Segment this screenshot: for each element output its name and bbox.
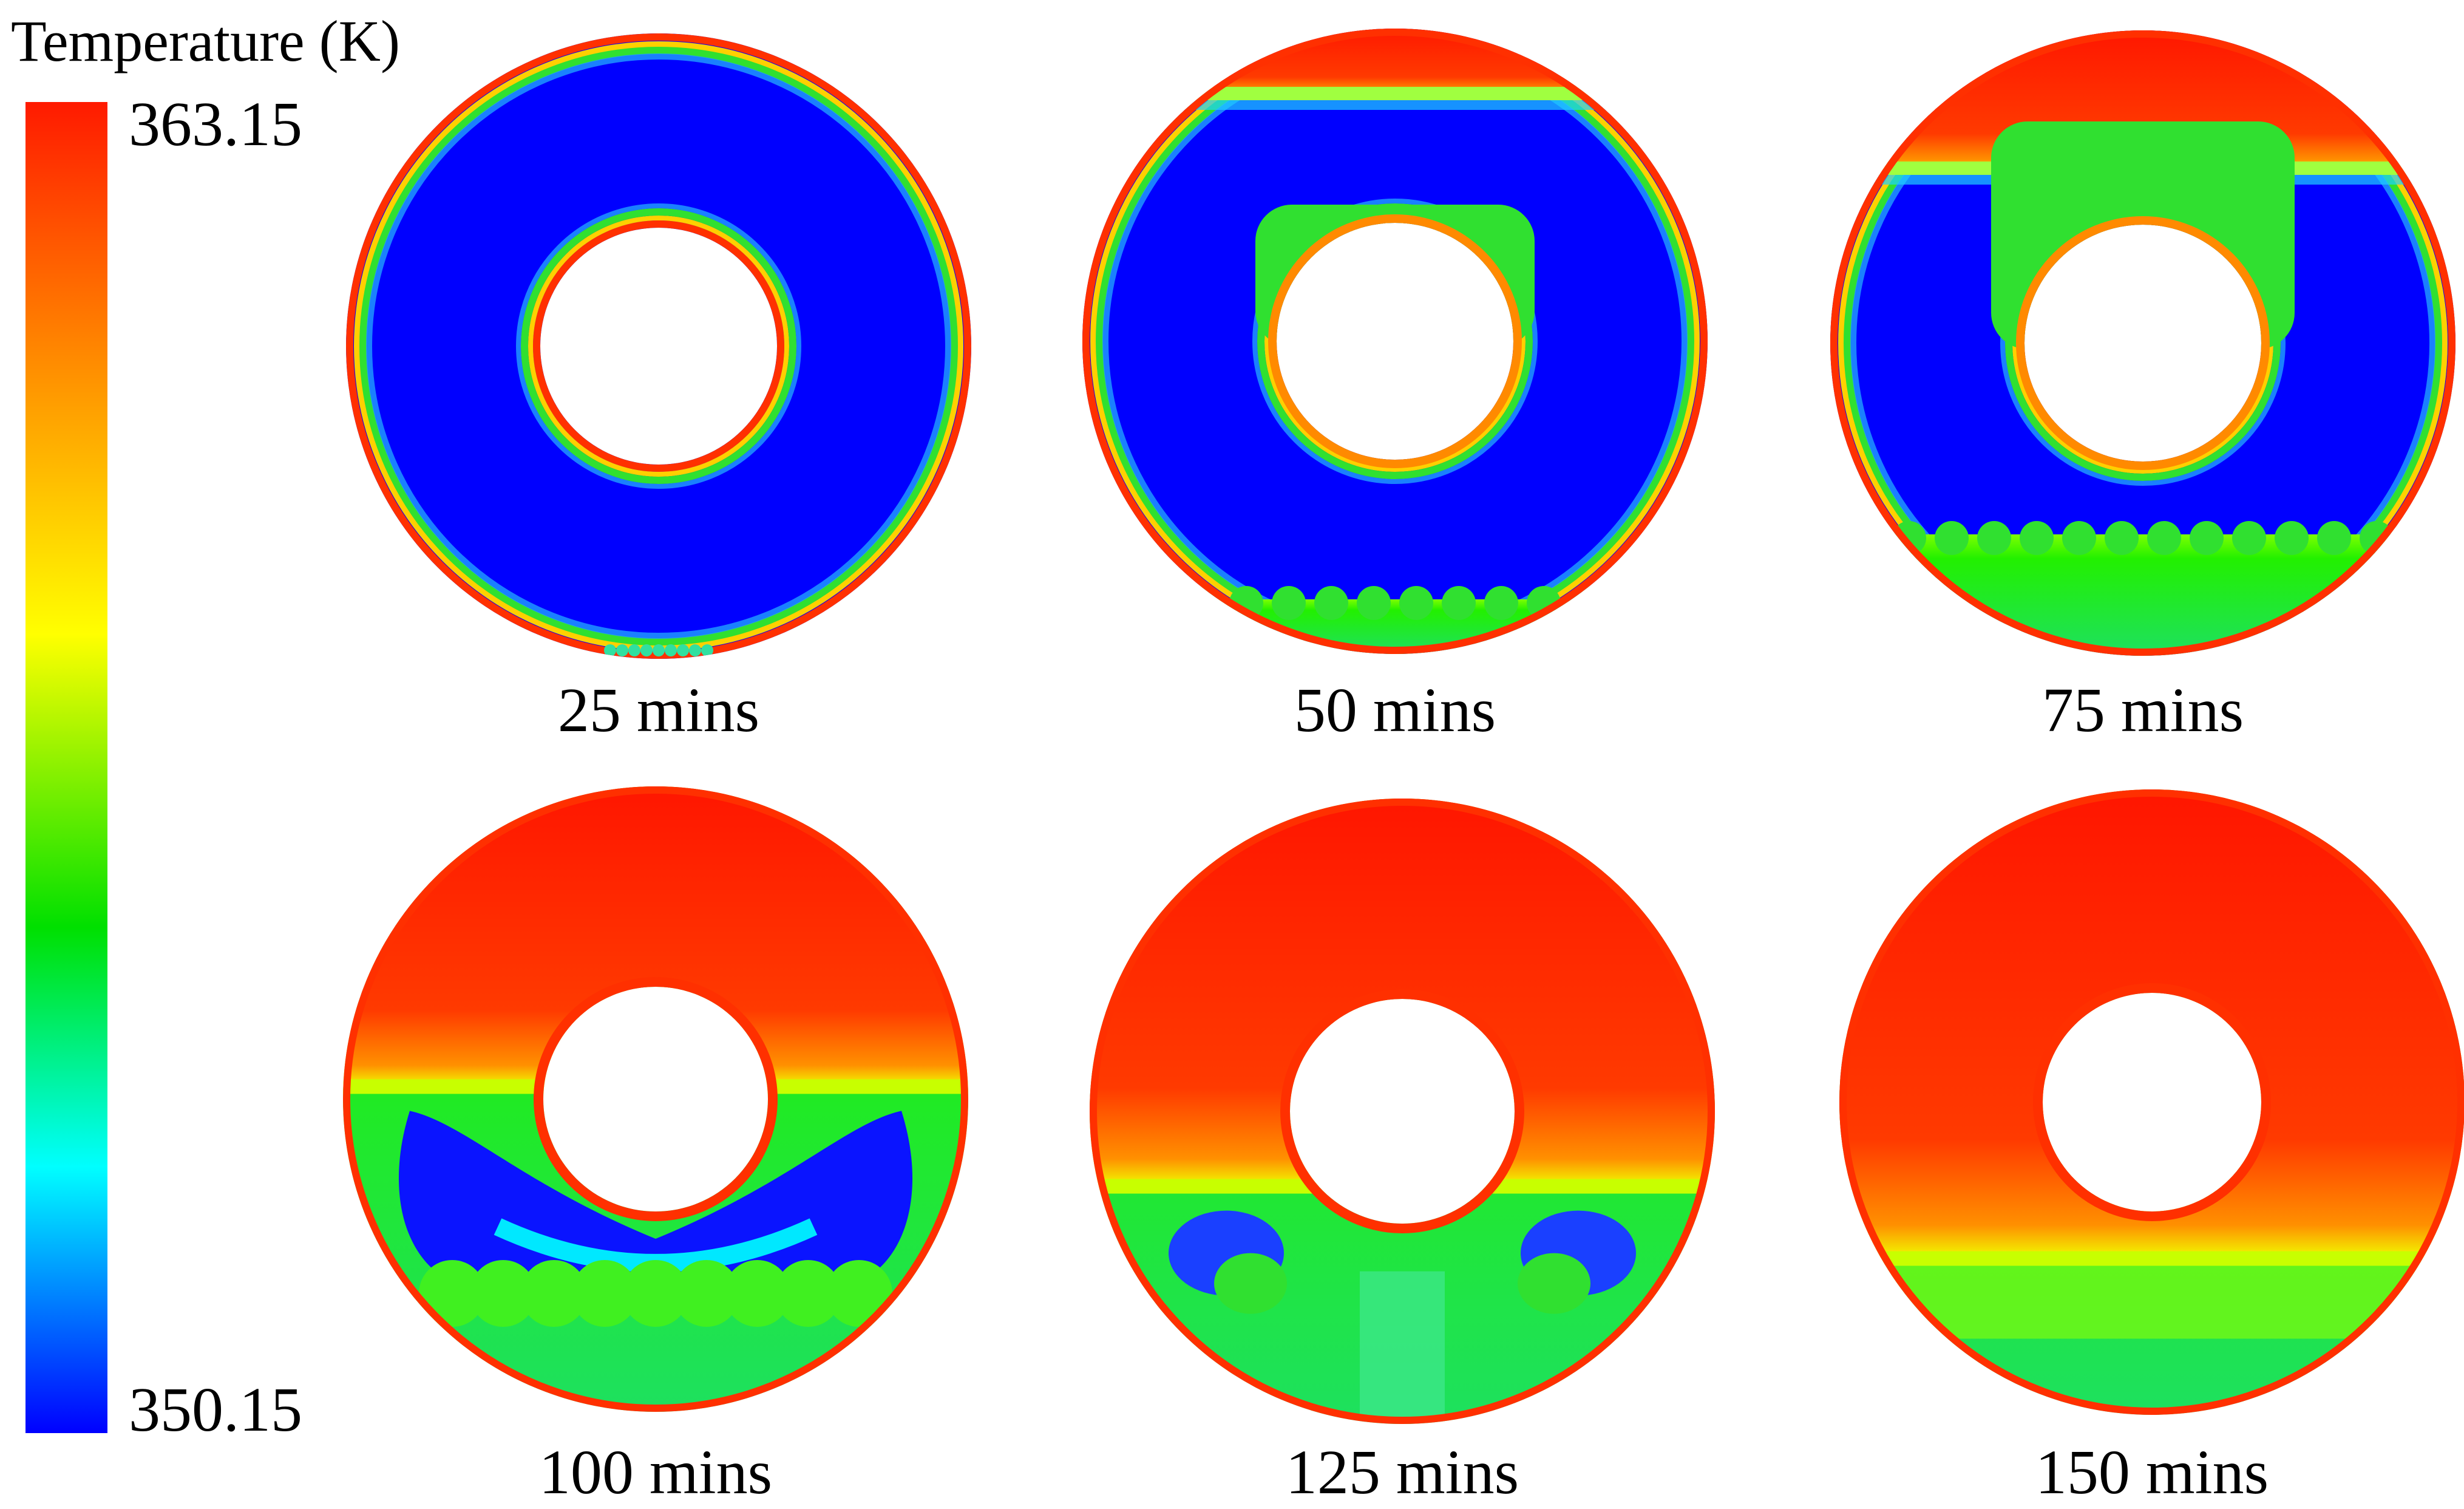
annulus-contour [343,786,968,1412]
temperature-contour-panel [1076,22,1714,660]
temperature-contour-panel [1833,783,2464,1421]
temperature-contour-panel [1084,792,1721,1430]
panel-time-caption: 75 mins [2041,675,2244,745]
colorbar-min-label: 350.15 [129,1375,302,1445]
annulus-contour [346,33,971,659]
legend-title: Temperature (K) [11,9,400,73]
panel-time-caption: 25 mins [557,675,760,745]
annulus-contour [1830,30,2456,656]
annulus-contour [1839,789,2464,1415]
annulus-contour [1082,29,1708,654]
panel-time-caption: 150 mins [2035,1437,2269,1507]
colorbar-max-label: 363.15 [129,89,302,159]
temperature-contour-panel [340,27,977,665]
panel-time-caption: 125 mins [1285,1437,1519,1507]
colorbar [25,102,107,1433]
panel-time-caption: 100 mins [538,1437,773,1507]
temperature-contour-panel [1824,24,2462,662]
panel-time-caption: 50 mins [1294,675,1496,745]
annulus-contour [1090,799,1715,1424]
temperature-contour-panel [337,780,974,1418]
